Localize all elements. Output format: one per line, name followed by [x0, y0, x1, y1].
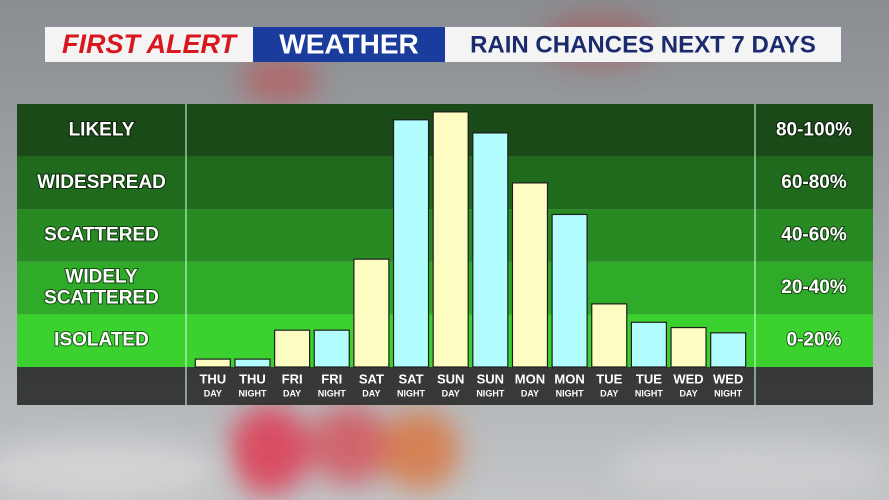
x-tick-label: THU [239, 371, 266, 386]
x-tick-label: SAT [399, 371, 424, 386]
band-range: 40-60% [781, 225, 847, 246]
header-segment-box [253, 27, 445, 62]
band-label: ISOLATED [54, 330, 149, 351]
x-tick-sublabel: NIGHT [238, 388, 267, 398]
bar [194, 358, 231, 368]
x-tick-label: SUN [477, 371, 504, 386]
bar [591, 303, 628, 368]
band-range: 0-20% [787, 330, 842, 351]
x-tick-label: THU [199, 371, 226, 386]
band-range: 80-100% [776, 119, 852, 140]
header-topic: RAIN CHANCES NEXT 7 DAYS [470, 31, 816, 58]
x-tick-label: FRI [282, 371, 303, 386]
header-brand-box [45, 27, 253, 62]
bar [274, 329, 311, 368]
band-label: WIDESPREAD [37, 172, 166, 193]
bar [710, 332, 747, 368]
x-tick-label: WED [673, 371, 703, 386]
x-tick-label: SUN [437, 371, 464, 386]
bar [432, 111, 469, 368]
band-range: 20-40% [781, 277, 847, 298]
x-tick-sublabel: DAY [204, 388, 222, 398]
x-tick-label: TUE [596, 371, 622, 386]
x-tick-sublabel: NIGHT [318, 388, 347, 398]
x-tick-sublabel: NIGHT [714, 388, 743, 398]
header-topic-box [445, 27, 841, 62]
x-tick-label: MON [515, 371, 545, 386]
bar [551, 213, 588, 368]
band-label: SCATTERED [44, 225, 159, 246]
x-tick-sublabel: DAY [362, 388, 380, 398]
header-segment: WEATHER [279, 28, 418, 59]
bar [630, 321, 667, 368]
band-label: SCATTERED [44, 288, 159, 309]
band-range: 60-80% [781, 172, 847, 193]
bar [392, 119, 430, 368]
x-tick-sublabel: DAY [600, 388, 618, 398]
band-label: LIKELY [69, 119, 135, 140]
x-tick-sublabel: NIGHT [397, 388, 426, 398]
x-tick-label: SAT [359, 371, 384, 386]
footer-row [17, 367, 873, 405]
x-tick-label: WED [713, 371, 743, 386]
x-tick-label: TUE [636, 371, 662, 386]
bar [511, 182, 549, 368]
bar [472, 132, 509, 368]
band-label: WIDELY [65, 267, 137, 288]
x-tick-sublabel: NIGHT [476, 388, 505, 398]
x-tick-sublabel: DAY [521, 388, 539, 398]
x-tick-sublabel: DAY [283, 388, 301, 398]
x-tick-sublabel: DAY [679, 388, 697, 398]
bar [353, 258, 390, 368]
bar [313, 329, 350, 368]
x-tick-label: FRI [321, 371, 342, 386]
x-tick-sublabel: DAY [442, 388, 460, 398]
bar [234, 358, 271, 368]
header-brand: FIRST ALERT [62, 29, 239, 59]
x-tick-label: MON [554, 371, 584, 386]
x-tick-sublabel: NIGHT [635, 388, 664, 398]
bar [670, 326, 707, 368]
x-tick-sublabel: NIGHT [556, 388, 585, 398]
header: FIRST ALERT WEATHER RAIN CHANCES NEXT 7 … [45, 27, 841, 62]
